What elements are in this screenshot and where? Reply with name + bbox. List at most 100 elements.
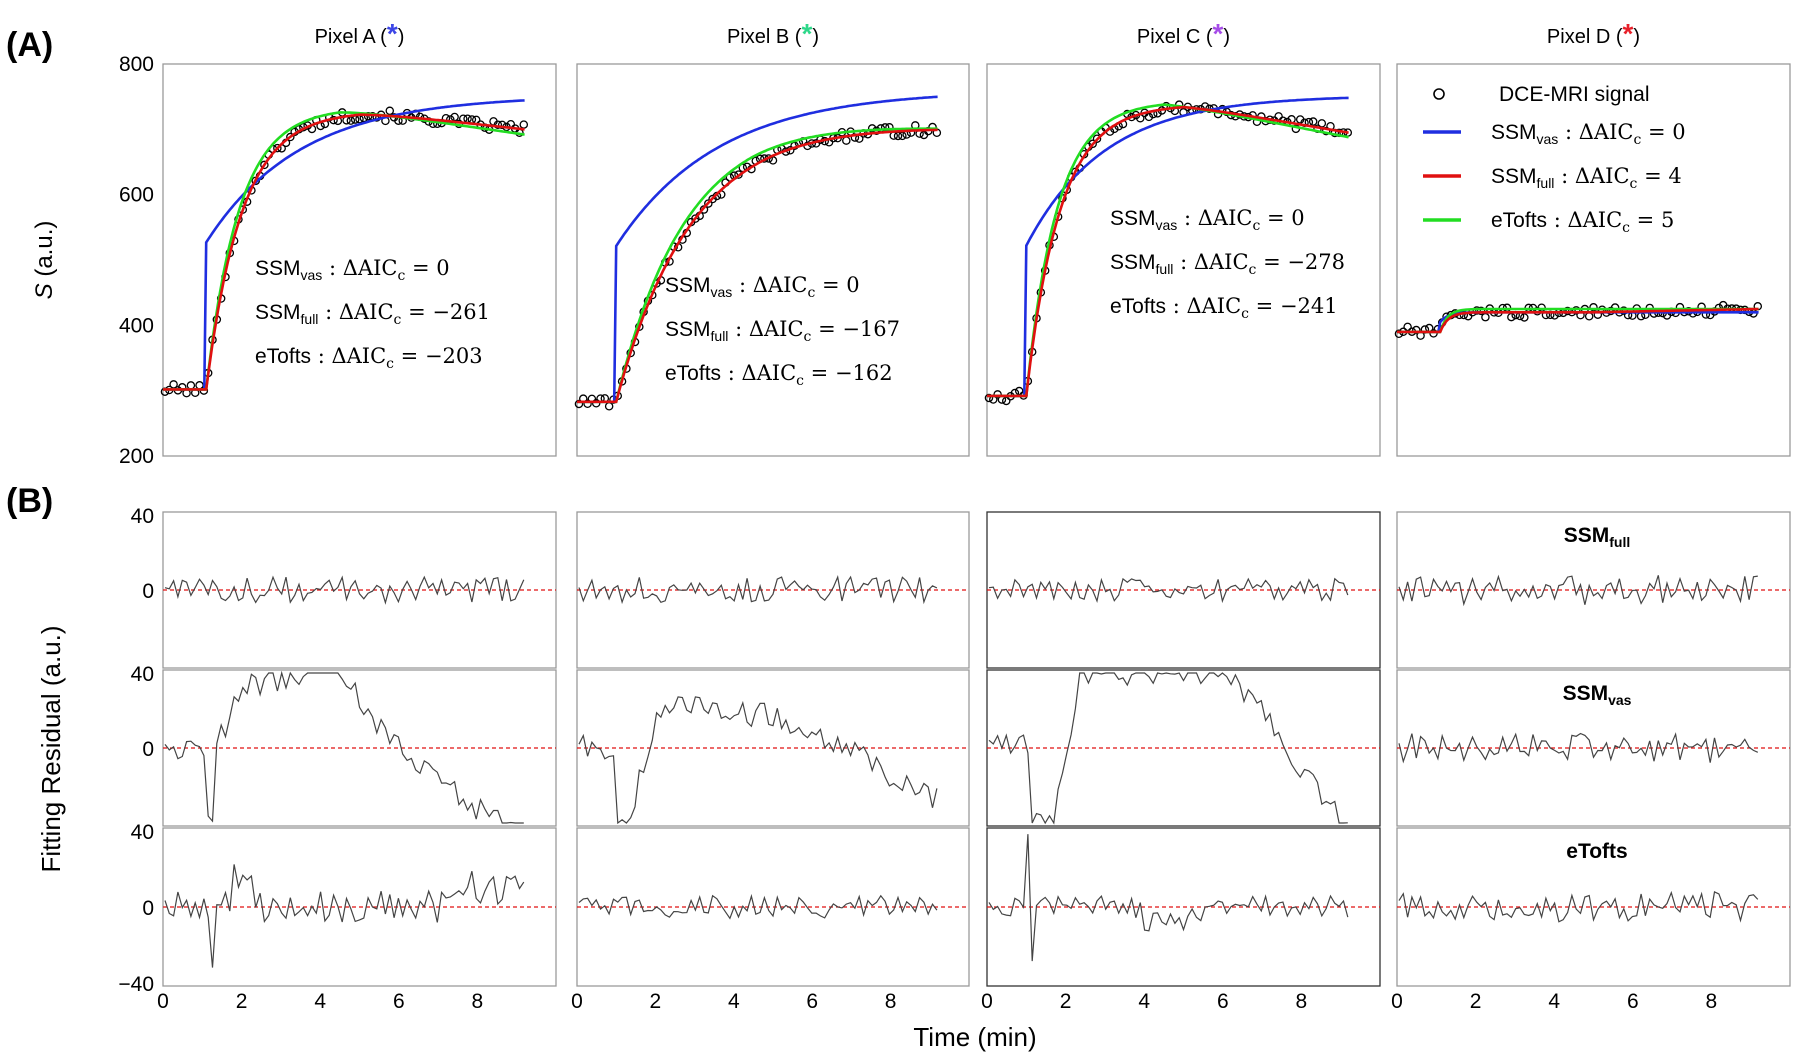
annotation-model: SSM bbox=[255, 301, 301, 324]
x-tick-label: 6 bbox=[1627, 990, 1639, 1013]
pixel-title: Pixel B (*) bbox=[727, 18, 819, 49]
annotation-value: = −162 bbox=[804, 361, 893, 385]
x-axis-label: Time (min) bbox=[913, 1022, 1036, 1052]
signal-point bbox=[1014, 386, 1024, 396]
residual-cell bbox=[986, 511, 1381, 669]
signal-point bbox=[993, 390, 1002, 399]
annotation-line: SSMfull : ΔAICc = −167 bbox=[665, 317, 900, 345]
signal-point bbox=[471, 115, 481, 125]
annotation-model: SSM bbox=[1110, 207, 1156, 230]
signal-point bbox=[984, 393, 994, 403]
signal-point bbox=[574, 399, 584, 409]
annotation-value: = −278 bbox=[1256, 250, 1345, 274]
signal-point bbox=[273, 143, 282, 153]
pixel-title: Pixel C (*) bbox=[1137, 18, 1230, 49]
x-tick-label: 4 bbox=[314, 990, 326, 1013]
annotation-value: = −261 bbox=[401, 300, 490, 324]
signal-point bbox=[178, 383, 187, 392]
annotation-value: = −203 bbox=[394, 344, 483, 368]
annotation-value: = 0 bbox=[405, 256, 449, 280]
annotation-model: eTofts bbox=[255, 345, 311, 368]
legend-aic-subscript: c bbox=[1633, 132, 1641, 148]
residual-series bbox=[988, 577, 1349, 604]
residual-series bbox=[1398, 732, 1759, 764]
ssm-vas-curve bbox=[577, 95, 938, 404]
plot-frame bbox=[986, 63, 1381, 457]
plot-frame bbox=[1396, 63, 1791, 457]
signal-point bbox=[604, 402, 614, 411]
pixel-star-marker: * bbox=[387, 18, 398, 49]
legend-value: = 4 bbox=[1637, 164, 1681, 188]
x-tick-label: 4 bbox=[728, 990, 740, 1013]
legend-model: SSM bbox=[1491, 121, 1537, 144]
signal-point bbox=[1088, 139, 1097, 149]
pixel-star-marker: * bbox=[801, 18, 812, 49]
annotation-line: SSMfull : ΔAICc = −278 bbox=[1110, 250, 1345, 278]
signal-point bbox=[1563, 306, 1572, 316]
residual-cell bbox=[162, 827, 557, 987]
legend-entry: SSMfull : ΔAICc = 4 bbox=[1491, 164, 1682, 192]
ssm-full-curve bbox=[163, 113, 525, 391]
x-tick-label: 2 bbox=[650, 990, 662, 1013]
signal-point bbox=[1571, 306, 1581, 315]
residual-cell: SSMvas bbox=[1396, 669, 1791, 827]
row-label-model: SSM bbox=[1564, 524, 1610, 547]
pixel-title-close: ) bbox=[812, 26, 819, 48]
row-label-subscript: vas bbox=[1608, 692, 1632, 708]
residual-series bbox=[578, 893, 938, 920]
pixel-star-marker: * bbox=[1213, 18, 1224, 49]
signal-point bbox=[169, 380, 178, 389]
residual-cell bbox=[986, 827, 1381, 987]
legend-value: = 0 bbox=[1641, 120, 1685, 144]
signal-point bbox=[286, 132, 295, 142]
x-tick-label: 6 bbox=[1217, 990, 1229, 1013]
pixel-title-close: ) bbox=[398, 26, 405, 48]
x-tick-label: 0 bbox=[981, 990, 993, 1013]
x-tick-label: 0 bbox=[571, 990, 583, 1013]
annotation-delta-aic: : ΔAIC bbox=[728, 317, 803, 341]
pixel-title: Pixel D (*) bbox=[1547, 18, 1640, 49]
etofts-curve bbox=[577, 127, 938, 404]
annotation-model: SSM bbox=[665, 274, 711, 297]
residual-row-label: SSMvas bbox=[1563, 682, 1632, 708]
residual-cell bbox=[986, 669, 1381, 827]
plot-frame bbox=[162, 63, 557, 457]
annotation-line: SSMvas : ΔAICc = 0 bbox=[255, 256, 450, 284]
ylabel-variable: S bbox=[31, 283, 58, 299]
y-tick-label-a: 800 bbox=[119, 53, 154, 76]
annotation-line: eTofts : ΔAICc = −241 bbox=[1110, 294, 1338, 322]
signal-point bbox=[1584, 312, 1594, 321]
pixel-title-text: Pixel A ( bbox=[315, 26, 388, 48]
x-tick-label: 8 bbox=[1706, 990, 1718, 1013]
signal-point bbox=[1412, 325, 1421, 335]
annotation-model: SSM bbox=[665, 318, 711, 341]
ssm-vas-curve bbox=[987, 96, 1349, 398]
residual-cell: eTofts bbox=[1396, 827, 1791, 987]
signal-point bbox=[385, 106, 395, 116]
residual-cell bbox=[576, 827, 970, 987]
annotation-delta-aic: : ΔAIC bbox=[721, 361, 796, 385]
signal-point bbox=[583, 399, 592, 409]
signal-point bbox=[493, 120, 503, 129]
pixel-title-text: Pixel B ( bbox=[727, 26, 802, 48]
legend-delta-aic: : ΔAIC bbox=[1558, 120, 1633, 144]
signal-point bbox=[1317, 119, 1327, 128]
x-tick-label: 4 bbox=[1138, 990, 1150, 1013]
signal-point bbox=[591, 399, 601, 408]
x-tick-label: 2 bbox=[1470, 990, 1482, 1013]
annotation-delta-aic: : ΔAIC bbox=[732, 273, 807, 297]
residual-cell bbox=[576, 669, 970, 827]
signal-point bbox=[260, 160, 269, 170]
y-tick-label-b: 40 bbox=[131, 505, 154, 528]
etofts-curve bbox=[163, 111, 525, 391]
residual-series bbox=[988, 834, 1349, 962]
legend-model: eTofts bbox=[1491, 209, 1547, 232]
pixel-title-text: Pixel D ( bbox=[1547, 26, 1623, 48]
annotation-delta-aic: : ΔAIC bbox=[322, 256, 397, 280]
annotation-aic-subscript: c bbox=[1241, 306, 1249, 322]
legend-entry: eTofts : ΔAICc = 5 bbox=[1491, 208, 1674, 236]
annotation-model-subscript: vas bbox=[301, 267, 323, 283]
signal-point bbox=[497, 120, 507, 130]
y-tick-label-a: 200 bbox=[119, 445, 154, 468]
